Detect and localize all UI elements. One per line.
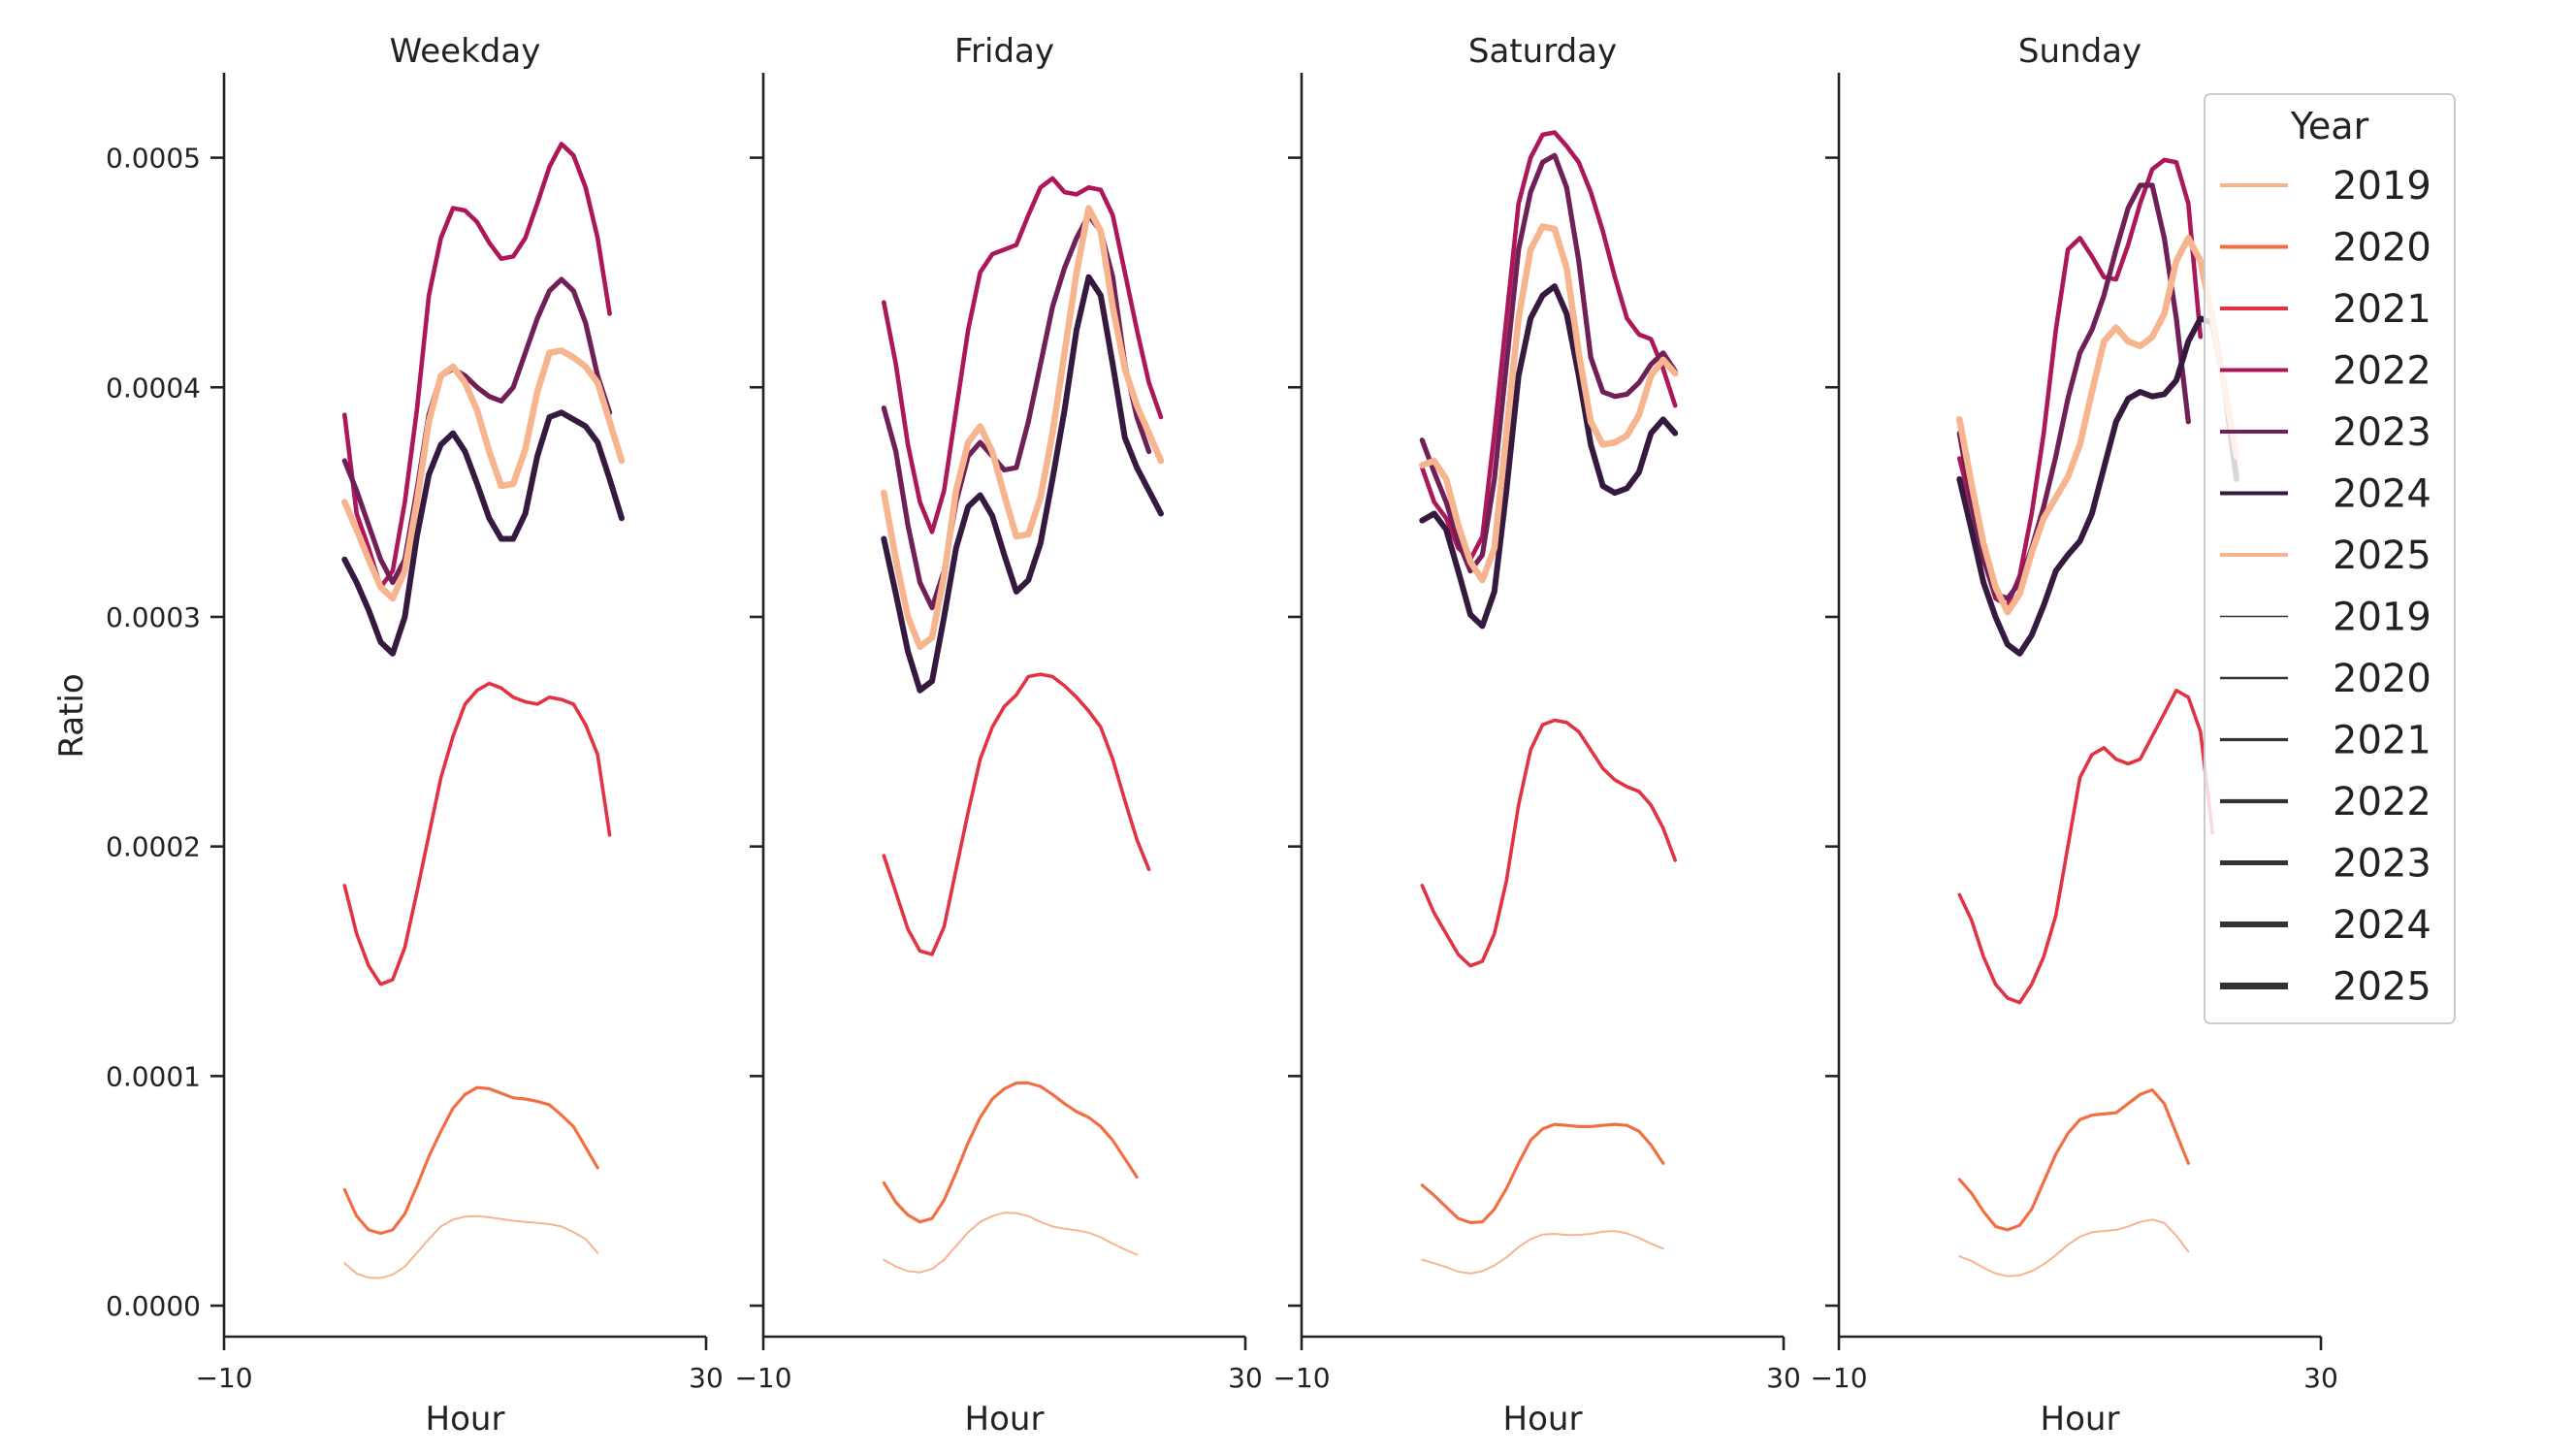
series-line-2021 <box>1957 688 2214 1005</box>
y-tick-label: 0.0005 <box>106 143 201 175</box>
panel-friday: −10 30 Friday Hour <box>734 32 1262 1439</box>
series-line-2021 <box>1420 718 1677 968</box>
panel-saturday: −10 30 Saturday Hour <box>1272 32 1800 1439</box>
x-tick-label: 30 <box>689 1362 724 1394</box>
legend-size-label-2019: 2019 <box>2333 596 2431 640</box>
series-line-2019 <box>1958 1218 2190 1277</box>
series-line-2025 <box>1419 223 1679 584</box>
legend-title: Year <box>2290 105 2369 147</box>
x-tick-label: 30 <box>1766 1362 1801 1394</box>
legend-label-2019: 2019 <box>2333 164 2431 209</box>
x-axis-label: Hour <box>2041 1400 2120 1439</box>
legend-size-label-2021: 2021 <box>2333 719 2431 763</box>
y-tick-label: 0.0000 <box>106 1290 201 1322</box>
legend-size-label-2020: 2020 <box>2333 657 2431 701</box>
series-line-2024 <box>1956 315 2239 657</box>
y-axis-label: Ratio <box>52 673 91 758</box>
series-line-2022 <box>1420 130 1678 563</box>
series-line-2020 <box>882 1081 1139 1224</box>
legend-label-2024: 2024 <box>2333 472 2431 517</box>
legend-size-label-2024: 2024 <box>2333 903 2431 948</box>
series-line-2019 <box>883 1212 1139 1274</box>
series-line-2019 <box>1421 1230 1664 1275</box>
legend-size-label-2022: 2022 <box>2333 780 2431 824</box>
panel-title: Sunday <box>2018 32 2141 71</box>
legend-label-2025: 2025 <box>2333 534 2431 578</box>
panel-weekday: 0.0000 0.0001 0.0002 0.0003 0.0004 0.0005 −10 3… <box>106 32 724 1439</box>
series-line-2021 <box>342 681 612 986</box>
series-line-2019 <box>343 1214 599 1279</box>
x-axis-label: Hour <box>1503 1400 1583 1439</box>
panel-sunday: −10 30 Sunday Hour <box>1810 32 2337 1439</box>
legend: Year 2019 2020 2021 2022 2023 2024 2025 2019 2020… <box>2204 93 2456 1024</box>
y-tick-label: 0.0003 <box>106 601 201 633</box>
legend-size-label-2025: 2025 <box>2333 965 2431 1010</box>
series-line-2023 <box>1419 152 1678 574</box>
series-line-2024 <box>881 274 1164 694</box>
series-line-2024 <box>341 409 625 657</box>
y-tick-label: 0.0002 <box>106 831 201 863</box>
x-tick-label: 30 <box>1228 1362 1263 1394</box>
panel-title: Friday <box>954 32 1054 71</box>
x-axis-label: Hour <box>965 1400 1045 1439</box>
x-tick-label: −10 <box>1810 1362 1867 1394</box>
legend-label-2021: 2021 <box>2333 287 2431 332</box>
y-tick-label: 0.0001 <box>106 1060 201 1092</box>
series-line-2020 <box>1957 1087 2190 1232</box>
series-line-2025 <box>1956 235 2240 616</box>
legend-size-label-2023: 2023 <box>2333 842 2431 887</box>
series-line-2023 <box>341 276 613 586</box>
legend-box <box>2204 93 2456 1024</box>
y-tick-label: 0.0004 <box>106 372 201 404</box>
series-line-2025 <box>880 205 1165 651</box>
series-line-2024 <box>1419 283 1679 630</box>
chart-panels: 0.0000 0.0001 0.0002 0.0003 0.0004 0.0005 −10 3… <box>106 32 2338 1439</box>
x-axis-label: Hour <box>426 1400 505 1439</box>
series-line-2020 <box>342 1085 599 1236</box>
series-line-2022 <box>881 176 1164 534</box>
series-line-2020 <box>1420 1122 1665 1225</box>
series-line-2021 <box>882 672 1151 956</box>
series-line-2025 <box>340 347 626 602</box>
panel-title: Weekday <box>390 32 541 71</box>
x-tick-label: 30 <box>2303 1362 2338 1394</box>
series-line-2022 <box>341 142 612 590</box>
x-tick-label: −10 <box>1272 1362 1330 1394</box>
legend-label-2023: 2023 <box>2333 410 2431 455</box>
x-tick-label: −10 <box>734 1362 791 1394</box>
legend-label-2020: 2020 <box>2333 226 2431 271</box>
series-line-2023 <box>1956 182 2191 601</box>
legend-label-2022: 2022 <box>2333 349 2431 394</box>
x-tick-label: −10 <box>195 1362 252 1394</box>
panel-title: Saturday <box>1468 32 1617 71</box>
